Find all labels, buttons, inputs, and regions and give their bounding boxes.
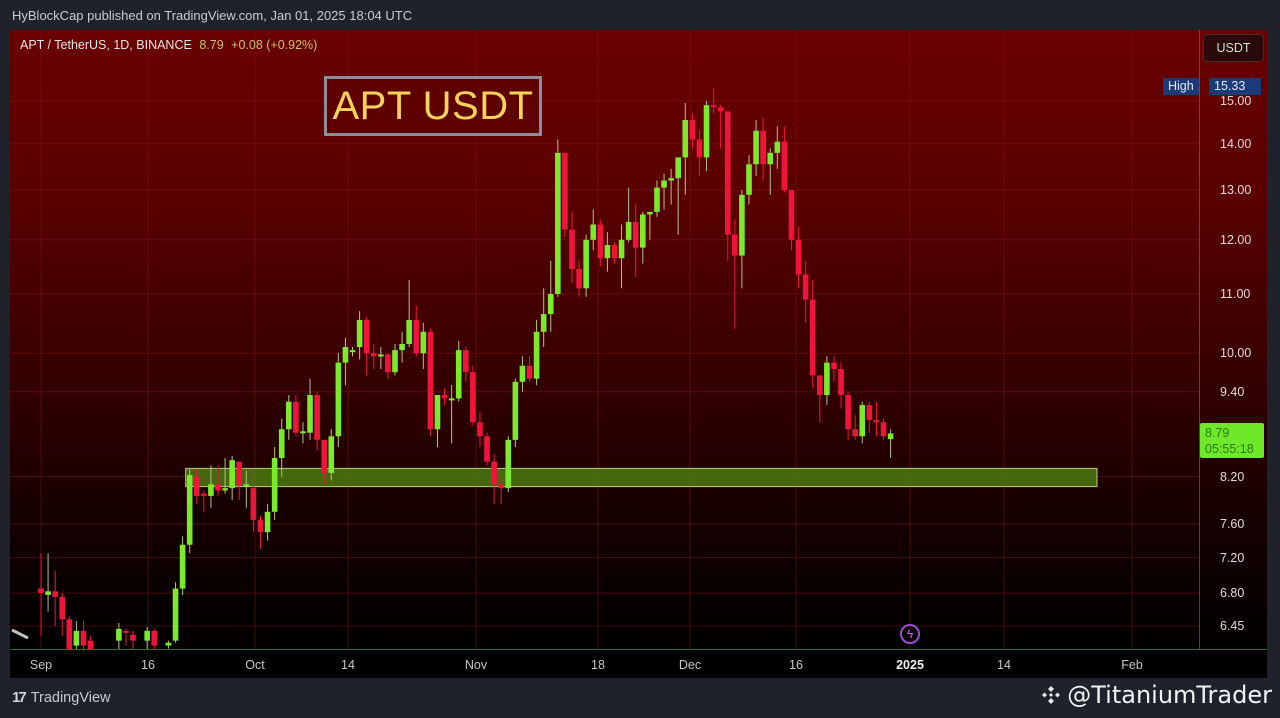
price-tick: 15.00 xyxy=(1220,94,1252,108)
trendline-stub[interactable] xyxy=(11,628,29,640)
time-tick: Oct xyxy=(245,658,265,672)
tradingview-logo[interactable]: 17 TradingView xyxy=(12,689,110,706)
time-tick: 16 xyxy=(789,658,803,672)
symbol-name[interactable]: APT / TetherUS, 1D, BINANCE xyxy=(20,38,192,52)
author-watermark: @TitaniumTrader xyxy=(1041,681,1272,709)
price-tick: 8.20 xyxy=(1220,469,1245,484)
last-price-tag-value: 8.79 xyxy=(1205,426,1230,440)
time-tick: Sep xyxy=(29,658,53,672)
support-zone-rect[interactable] xyxy=(185,467,1098,488)
price-axis[interactable]: 15.00 14.00 13.00 12.00 11.00 10.00 9.40 8.20 7.… xyxy=(1200,30,1267,678)
price-axis-divider xyxy=(1199,30,1200,678)
tradingview-mark-icon: 17 xyxy=(12,689,27,706)
candlestick-plot[interactable] xyxy=(10,30,1267,678)
time-tick: Feb xyxy=(1121,658,1143,672)
high-value: 15.33 xyxy=(1209,78,1261,95)
watermark-handle: @TitaniumTrader xyxy=(1067,681,1272,709)
symbol-legend: APT / TetherUS, 1D, BINANCE 8.79 +0.08 (… xyxy=(20,38,317,52)
currency-button[interactable]: USDT xyxy=(1203,34,1264,62)
last-price-tag: 8.79 05:55:18 xyxy=(1200,423,1264,458)
grid xyxy=(10,30,1199,649)
price-tick: 9.40 xyxy=(1220,384,1245,399)
chart-pane[interactable]: APT / TetherUS, 1D, BINANCE 8.79 +0.08 (… xyxy=(10,30,1267,678)
time-tick: Dec xyxy=(678,658,702,672)
high-label: High xyxy=(1163,78,1199,95)
price-tick: 14.00 xyxy=(1220,136,1252,151)
price-tick: 13.00 xyxy=(1220,183,1252,198)
tradingview-brand: TradingView xyxy=(30,689,111,706)
binance-diamond-icon xyxy=(1042,686,1061,704)
published-info: HyBlockCap published on TradingView.com,… xyxy=(12,8,413,23)
price-tick: 7.60 xyxy=(1220,516,1245,531)
chart-title-annotation[interactable]: APT USDT xyxy=(324,76,542,136)
lightning-event-icon[interactable]: ϟ xyxy=(900,624,920,644)
time-axis-border xyxy=(10,649,1267,650)
price-tick: 11.00 xyxy=(1220,286,1251,301)
time-tick: 2025 xyxy=(896,658,924,672)
candles xyxy=(38,87,894,661)
time-axis[interactable]: Sep 16 Oct 14 Nov 18 Dec 16 2025 14 Feb xyxy=(10,650,1200,678)
time-tick: 16 xyxy=(141,658,155,672)
time-tick: 14 xyxy=(341,658,355,672)
time-tick: 14 xyxy=(997,658,1011,672)
time-tick: 18 xyxy=(591,658,605,672)
price-tick: 7.20 xyxy=(1220,550,1245,565)
bar-countdown: 05:55:18 xyxy=(1205,442,1254,456)
time-tick: Nov xyxy=(464,658,488,672)
price-tick: 6.80 xyxy=(1220,586,1245,601)
last-price: 8.79 xyxy=(199,38,224,52)
price-tick: 12.00 xyxy=(1220,232,1252,247)
price-change: +0.08 (+0.92%) xyxy=(231,38,318,52)
price-tick: 6.45 xyxy=(1220,619,1245,633)
price-tick: 10.00 xyxy=(1220,346,1252,361)
